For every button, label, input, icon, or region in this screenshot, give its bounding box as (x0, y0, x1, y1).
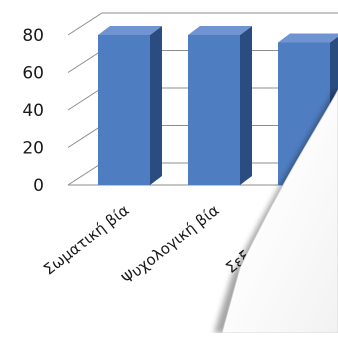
bar-top (188, 26, 252, 35)
bar-side (240, 26, 252, 185)
bar-side (150, 26, 162, 185)
bar-top (278, 33, 338, 43)
bar (188, 26, 252, 185)
page-curl (214, 89, 338, 334)
x-category-label: Ψυχολογική βία (118, 201, 222, 288)
bar-front (188, 35, 240, 185)
page-curl-fold (221, 89, 338, 334)
bar-top (98, 26, 162, 35)
y-tick-label: 40 (22, 101, 44, 121)
y-tick-label: 60 (22, 64, 44, 84)
y-tick-label: 20 (22, 139, 44, 159)
gridline (67, 12, 338, 36)
bar (98, 26, 162, 185)
bar-front (98, 35, 150, 185)
x-category-label: Σωματική βία (40, 201, 133, 279)
bars (98, 26, 338, 185)
y-tick-label: 0 (33, 176, 44, 196)
y-tick-label: 80 (22, 26, 44, 46)
y-axis-ticks: 0 20 40 60 80 (22, 26, 44, 196)
